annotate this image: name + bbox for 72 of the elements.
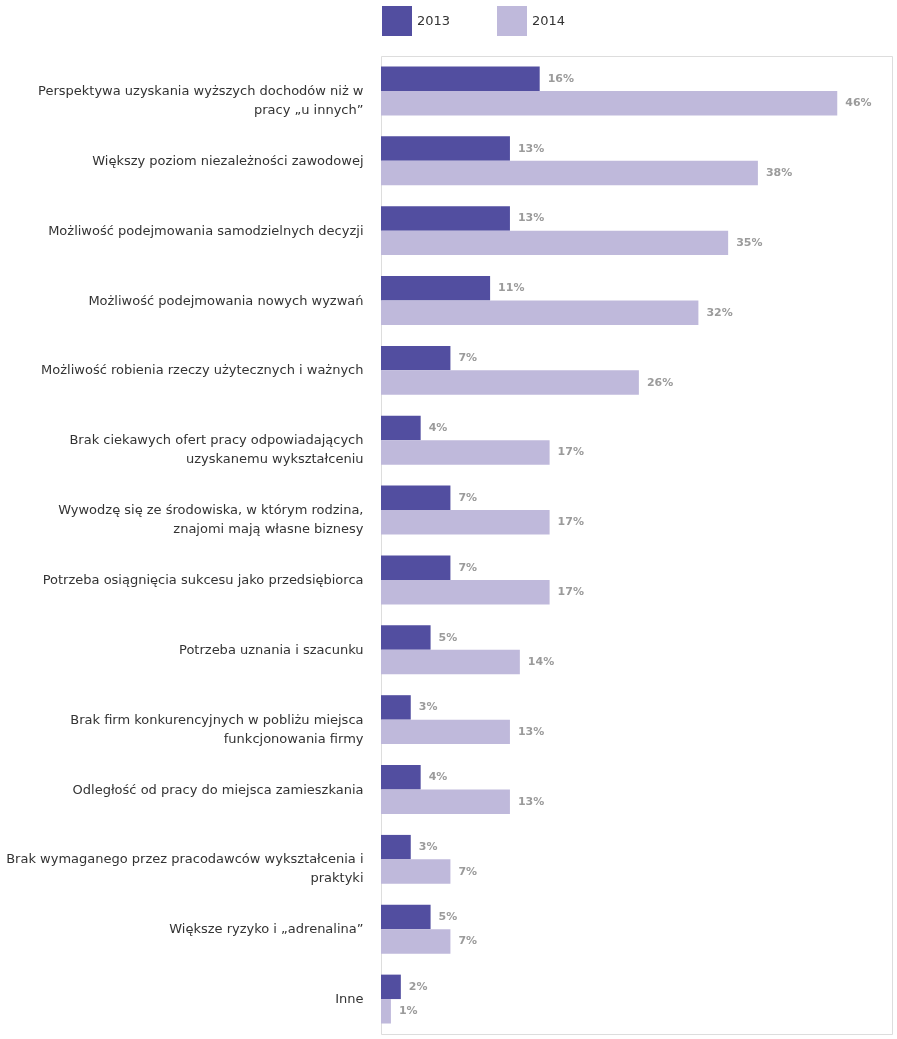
bar	[381, 90, 838, 116]
legend-label: 2013	[417, 13, 451, 28]
data-label: 2%	[408, 979, 428, 993]
bar	[381, 440, 550, 465]
bar	[381, 789, 510, 814]
y-tick-label: Perspektywa uzyskania wyższych dochodów niż w pracy „u innych”	[38, 82, 364, 117]
data-label: 46%	[845, 96, 872, 110]
bar	[381, 695, 411, 720]
bar	[381, 485, 451, 511]
y-tick-label: Brak firm konkurencyjnych w pobliżu miejsca funkcjonowania firmy	[70, 711, 364, 746]
data-label: 32%	[706, 305, 733, 319]
bar	[381, 370, 639, 395]
data-label: 5%	[438, 630, 458, 644]
data-label: 14%	[527, 655, 555, 669]
data-label: 3%	[418, 700, 438, 714]
bar	[381, 136, 510, 161]
bar	[381, 929, 451, 954]
bar	[381, 206, 510, 231]
bar	[381, 345, 451, 371]
data-label: 7%	[458, 490, 478, 504]
data-label: 11%	[498, 281, 525, 295]
bar	[381, 510, 550, 535]
bar	[381, 160, 758, 186]
data-label: 35%	[736, 235, 763, 249]
data-label: 13%	[517, 724, 545, 738]
data-label: 13%	[517, 141, 545, 155]
data-label: 7%	[458, 934, 478, 948]
data-label: 26%	[646, 375, 674, 389]
bar	[381, 230, 729, 256]
bar	[381, 555, 451, 580]
data-label: 5%	[438, 909, 458, 923]
bar	[381, 719, 510, 745]
bar	[381, 649, 520, 675]
y-tick-label: Większe ryzyko i „adrenalina”	[169, 921, 364, 937]
y-tick-label: Możliwość podejmowania samodzielnych decyzji	[48, 222, 364, 238]
data-label: 7%	[458, 351, 478, 365]
data-label: 38%	[765, 166, 793, 180]
data-label: 17%	[557, 515, 584, 529]
y-tick-label: Inne	[335, 991, 364, 1007]
bar	[381, 579, 550, 605]
data-label: 13%	[517, 794, 545, 808]
y-tick-label: Możliwość podejmowania nowych wyzwań	[88, 292, 364, 308]
data-label: 7%	[458, 560, 478, 574]
data-label: 4%	[428, 770, 448, 784]
y-tick-label: Brak ciekawych ofert pracy odpowiadających uzyskanemu wykształceniu	[69, 432, 364, 467]
y-tick-label: Odległość od pracy do miejsca zamieszkania	[72, 781, 364, 797]
y-tick-label: Potrzeba osiągnięcia sukcesu jako przedsiębiorca	[42, 571, 364, 587]
data-label: 17%	[557, 585, 584, 599]
data-label: 17%	[557, 445, 584, 459]
bar	[381, 859, 451, 884]
data-label: 7%	[458, 864, 478, 878]
legend-label: 2014	[532, 13, 566, 28]
y-tick-label: Brak wymaganego przez pracodawców wykształcenia i praktyki	[6, 851, 364, 886]
y-tick-label: Potrzeba uznania i szacunku	[179, 641, 364, 657]
bar	[381, 904, 431, 930]
y-tick-label: Wywodzę się ze środowiska, w którym rodzina, znajomi mają własne biznesy	[58, 502, 364, 537]
bar	[381, 276, 491, 301]
data-label: 4%	[428, 420, 448, 434]
data-label: 3%	[418, 840, 438, 854]
y-tick-label: Możliwość robienia rzeczy użytecznych i ważnych	[41, 362, 364, 378]
bar	[381, 300, 699, 325]
data-label: 16%	[547, 71, 575, 85]
bar	[381, 625, 431, 650]
bar	[381, 765, 421, 790]
bar	[381, 999, 391, 1024]
bar	[381, 974, 401, 1000]
bar	[381, 415, 421, 441]
y-tick-label: Większy poziom niezależności zawodowej	[92, 152, 364, 168]
data-label: 13%	[517, 211, 545, 225]
bar	[381, 834, 411, 860]
bar	[381, 66, 540, 91]
data-label: 1%	[398, 1004, 418, 1018]
